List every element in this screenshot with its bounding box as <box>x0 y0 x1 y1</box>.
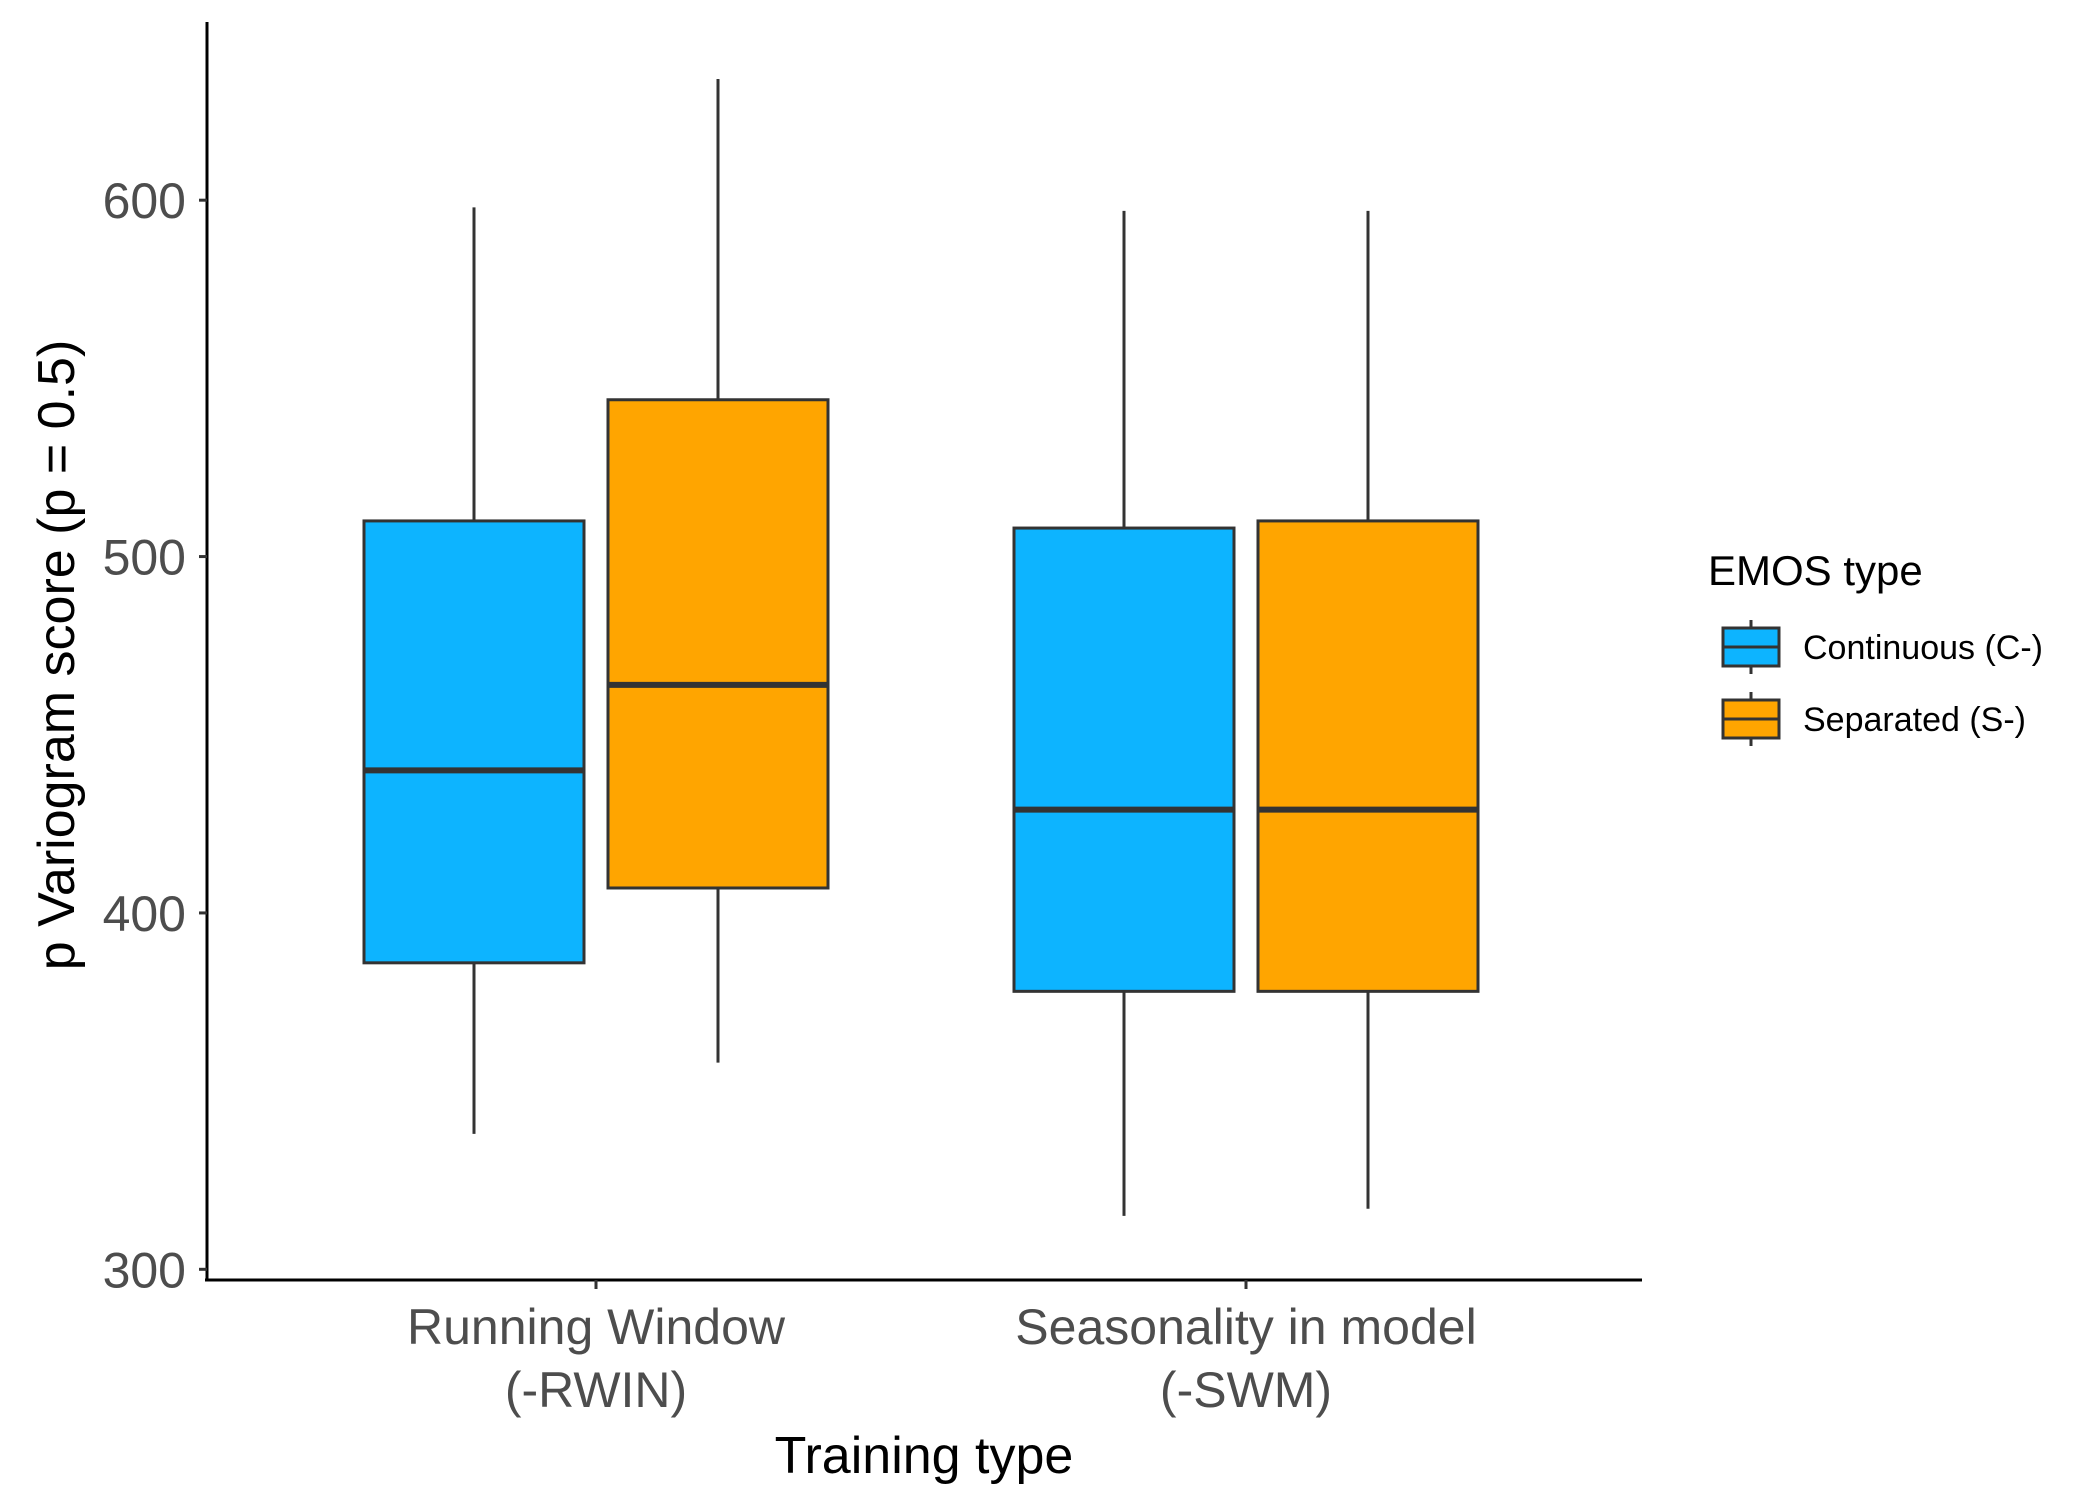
legend-label: Continuous (C-) <box>1803 629 2043 667</box>
x-tick-label: (-SWM) <box>1160 1362 1332 1418</box>
x-axis-ticks: Running Window (-RWIN) Seasonality in mode… <box>407 1280 1477 1418</box>
legend: EMOS type Continuous (C-) Separated (S-) <box>1708 547 2043 746</box>
x-tick-label: Seasonality in model <box>1015 1299 1476 1355</box>
y-axis-ticks: 300 400 500 600 <box>103 173 207 1298</box>
box-separated <box>1256 210 1480 1209</box>
plot-area <box>362 79 1480 1216</box>
y-tick-label: 600 <box>103 173 186 229</box>
y-tick-label: 400 <box>103 886 186 942</box>
legend-title: EMOS type <box>1708 547 1923 594</box>
y-axis-title: p Variogram score (p = 0.5) <box>28 340 86 971</box>
iqr-box <box>1012 526 1236 993</box>
legend-item: Separated (S-) <box>1721 692 2026 746</box>
box-continuous <box>362 207 586 1134</box>
legend-item: Continuous (C-) <box>1721 620 2043 674</box>
y-tick-label: 500 <box>103 530 186 586</box>
box-continuous <box>1012 210 1236 1216</box>
x-tick-label: Running Window <box>407 1299 786 1355</box>
iqr-box <box>1256 519 1480 993</box>
y-tick-label: 300 <box>103 1242 186 1298</box>
legend-label: Separated (S-) <box>1803 701 2026 739</box>
iqr-box <box>362 519 586 965</box>
x-axis-title: Training type <box>775 1427 1074 1485</box>
x-tick-label: (-RWIN) <box>505 1362 687 1418</box>
iqr-box <box>606 398 830 890</box>
box-separated <box>606 79 830 1063</box>
